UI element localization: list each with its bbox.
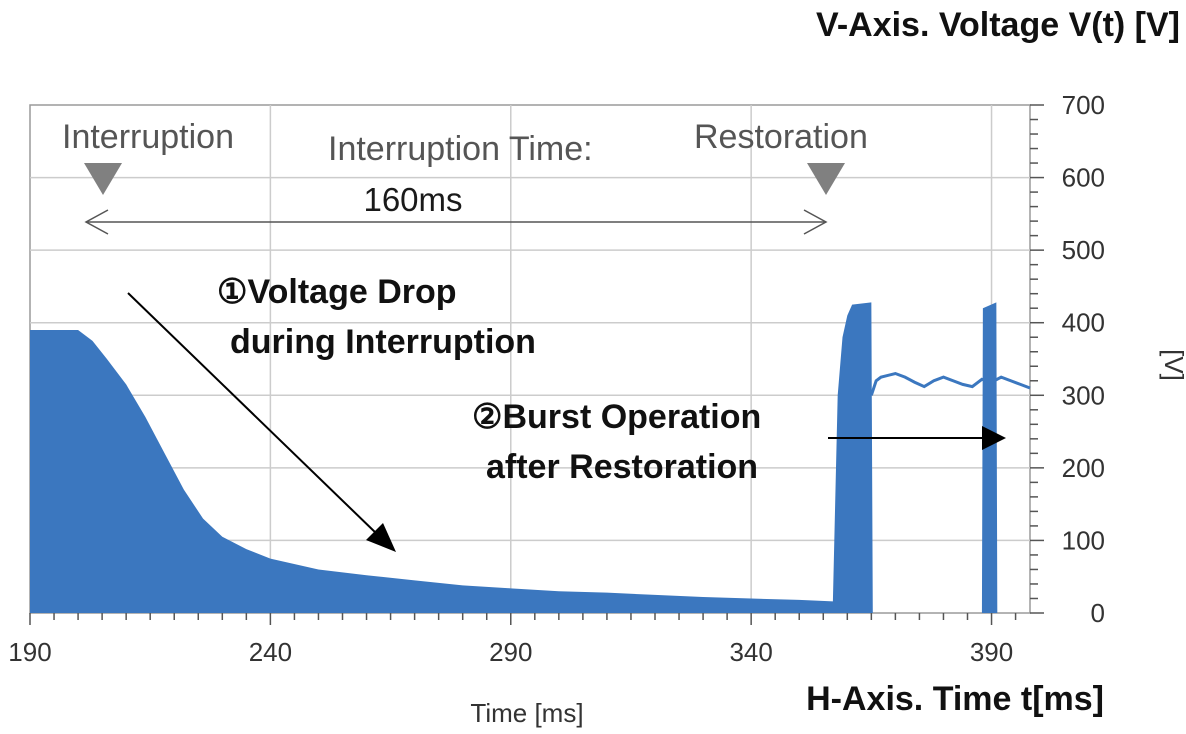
note-burst-line1: ②Burst Operation: [472, 398, 761, 436]
y-tick-label: 0: [1091, 598, 1105, 628]
right-axis-title: V-Axis. Voltage V(t) [V]: [816, 6, 1180, 44]
interruption-time-value: 160ms: [363, 181, 462, 218]
x-tick-label: 240: [249, 637, 292, 667]
y-axis-ticks: 0 100 200 300 400 500 600 700: [1030, 90, 1105, 628]
y-tick-label: 700: [1062, 90, 1105, 120]
interruption-label: Interruption: [62, 118, 234, 156]
y-tick-label: 500: [1062, 235, 1105, 265]
voltage-fill: [30, 302, 1030, 613]
x-tick-label: 390: [970, 637, 1013, 667]
interruption-time-label: Interruption Time:: [328, 130, 593, 168]
voltage-line: [869, 371, 1031, 396]
y-tick-label: 300: [1062, 380, 1105, 410]
x-axis-label: Time [ms]: [470, 698, 583, 728]
y-tick-label: 400: [1062, 308, 1105, 338]
restoration-label: Restoration: [694, 118, 868, 156]
restoration-marker: [807, 163, 845, 195]
note-voltage-drop-arrow: [127, 292, 379, 536]
note-voltage-drop-line1: ①Voltage Drop: [217, 273, 457, 311]
x-axis-ticks: 190 240 290 340 390: [8, 613, 1017, 667]
bottom-axis-title: H-Axis. Time t[ms]: [806, 680, 1104, 718]
note-burst-arrowhead: [982, 426, 1006, 450]
y-tick-label: 600: [1062, 163, 1105, 193]
x-tick-label: 190: [8, 637, 51, 667]
interruption-marker: [84, 163, 122, 195]
note-voltage-drop-arrowhead: [366, 523, 396, 552]
x-tick-label: 340: [729, 637, 772, 667]
y-axis-label: [V]: [1159, 349, 1186, 381]
x-tick-label: 290: [489, 637, 532, 667]
note-burst-line2: after Restoration: [486, 448, 758, 486]
note-voltage-drop-line2: during Interruption: [230, 323, 536, 361]
y-tick-label: 200: [1062, 453, 1105, 483]
voltage-area: [30, 302, 1031, 613]
y-tick-label: 100: [1062, 525, 1105, 555]
interruption-time-arrow: [84, 209, 828, 235]
